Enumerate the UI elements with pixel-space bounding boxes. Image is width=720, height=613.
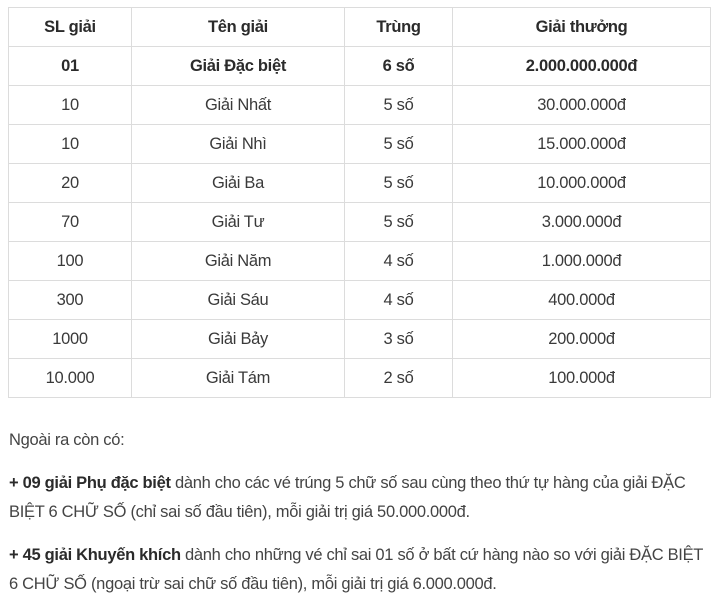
cell-match: 2 số bbox=[344, 358, 453, 398]
table-row: 70 Giải Tư 5 số 3.000.000đ bbox=[8, 202, 711, 242]
note-item-title: + 45 giải Khuyến khích bbox=[9, 546, 181, 564]
cell-prize-name: Giải Ba bbox=[131, 163, 345, 203]
cell-quantity: 20 bbox=[8, 163, 132, 203]
cell-match: 5 số bbox=[344, 85, 453, 125]
cell-prize-value: 10.000.000đ bbox=[452, 163, 711, 203]
cell-quantity: 01 bbox=[8, 46, 132, 86]
cell-quantity: 10 bbox=[8, 85, 132, 125]
table-row: 1000 Giải Bảy 3 số 200.000đ bbox=[8, 319, 711, 359]
header-prize-value: Giải thưởng bbox=[452, 7, 711, 47]
cell-prize-value: 100.000đ bbox=[452, 358, 711, 398]
table-row: 10 Giải Nhất 5 số 30.000.000đ bbox=[8, 85, 711, 125]
table-row: 10.000 Giải Tám 2 số 100.000đ bbox=[8, 358, 711, 398]
table-row: 100 Giải Năm 4 số 1.000.000đ bbox=[8, 241, 711, 281]
cell-prize-name: Giải Năm bbox=[131, 241, 345, 281]
cell-match: 4 số bbox=[344, 241, 453, 281]
cell-match: 3 số bbox=[344, 319, 453, 359]
table-row: 10 Giải Nhì 5 số 15.000.000đ bbox=[8, 124, 711, 164]
cell-quantity: 10.000 bbox=[8, 358, 132, 398]
cell-prize-name: Giải Bảy bbox=[131, 319, 345, 359]
cell-match: 5 số bbox=[344, 124, 453, 164]
cell-prize-name: Giải Nhất bbox=[131, 85, 345, 125]
cell-prize-name: Giải Nhì bbox=[131, 124, 345, 164]
cell-prize-value: 2.000.000.000đ bbox=[452, 46, 711, 86]
header-match: Trùng bbox=[344, 7, 453, 47]
cell-prize-name: Giải Tám bbox=[131, 358, 345, 398]
cell-prize-value: 15.000.000đ bbox=[452, 124, 711, 164]
cell-quantity: 70 bbox=[8, 202, 132, 242]
note-item-consolation: + 45 giải Khuyến khích dành cho những vé… bbox=[9, 541, 714, 599]
cell-prize-value: 30.000.000đ bbox=[452, 85, 711, 125]
table-row: 01 Giải Đặc biệt 6 số 2.000.000.000đ bbox=[8, 46, 711, 86]
cell-prize-value: 3.000.000đ bbox=[452, 202, 711, 242]
cell-prize-name: Giải Tư bbox=[131, 202, 345, 242]
notes-intro: Ngoài ra còn có: bbox=[9, 431, 125, 449]
cell-match: 5 số bbox=[344, 202, 453, 242]
note-item-special-sub: + 09 giải Phụ đặc biệt dành cho các vé t… bbox=[9, 469, 714, 527]
cell-quantity: 10 bbox=[8, 124, 132, 164]
note-item-text: dành cho những vé chỉ sai 01 số ở bất cứ… bbox=[9, 546, 703, 593]
cell-quantity: 100 bbox=[8, 241, 132, 281]
cell-prize-name: Giải Sáu bbox=[131, 280, 345, 320]
cell-match: 6 số bbox=[344, 46, 453, 86]
prize-table: SL giải Tên giải Trùng Giải thưởng 01 Giả… bbox=[8, 7, 711, 398]
cell-quantity: 300 bbox=[8, 280, 132, 320]
cell-quantity: 1000 bbox=[8, 319, 132, 359]
table-header-row: SL giải Tên giải Trùng Giải thưởng bbox=[8, 7, 711, 47]
cell-match: 5 số bbox=[344, 163, 453, 203]
table-row: 20 Giải Ba 5 số 10.000.000đ bbox=[8, 163, 711, 203]
notes-section: Ngoài ra còn có: + 09 giải Phụ đặc biệt … bbox=[9, 426, 714, 613]
table-row: 300 Giải Sáu 4 số 400.000đ bbox=[8, 280, 711, 320]
header-prize-name: Tên giải bbox=[131, 7, 345, 47]
cell-prize-value: 400.000đ bbox=[452, 280, 711, 320]
cell-match: 4 số bbox=[344, 280, 453, 320]
header-quantity: SL giải bbox=[8, 7, 132, 47]
cell-prize-name: Giải Đặc biệt bbox=[131, 46, 345, 86]
cell-prize-value: 1.000.000đ bbox=[452, 241, 711, 281]
cell-prize-value: 200.000đ bbox=[452, 319, 711, 359]
note-item-title: + 09 giải Phụ đặc biệt bbox=[9, 474, 171, 492]
note-item-text: dành cho các vé trúng 5 chữ số sau cùng … bbox=[9, 474, 686, 521]
